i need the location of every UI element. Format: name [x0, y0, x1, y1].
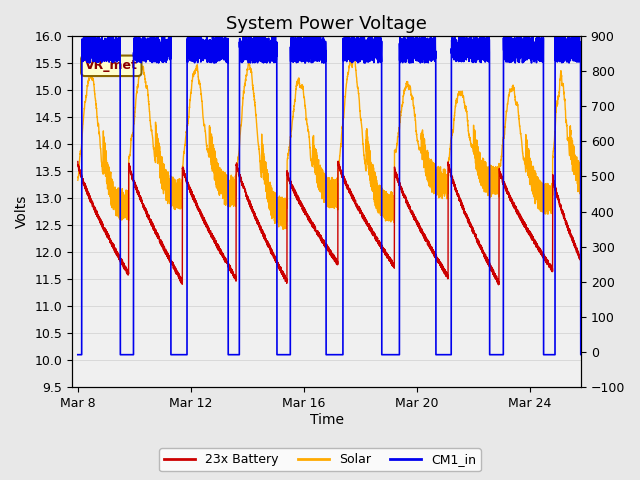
CM1_in: [492, 352, 500, 358]
Solar: [350, 52, 358, 58]
Solar: [582, 384, 590, 390]
23x Battery: [379, 247, 387, 253]
Y-axis label: Volts: Volts: [15, 195, 29, 228]
23x Battery: [268, 252, 276, 257]
Legend: 23x Battery, Solar, CM1_in: 23x Battery, Solar, CM1_in: [159, 448, 481, 471]
Text: VR_met: VR_met: [85, 60, 138, 72]
Solar: [492, 168, 500, 174]
23x Battery: [166, 260, 174, 265]
CM1_in: [74, 352, 82, 358]
Line: Solar: Solar: [78, 55, 586, 387]
X-axis label: Time: Time: [310, 413, 344, 427]
CM1_in: [379, 352, 387, 358]
Line: 23x Battery: 23x Battery: [78, 161, 586, 387]
CM1_in: [582, 384, 590, 390]
23x Battery: [582, 384, 590, 390]
CM1_in: [405, 38, 413, 44]
Solar: [166, 195, 174, 201]
23x Battery: [454, 191, 461, 197]
Solar: [454, 94, 461, 100]
23x Battery: [74, 159, 82, 165]
23x Battery: [405, 205, 413, 211]
CM1_in: [166, 56, 174, 62]
CM1_in: [366, 33, 374, 39]
CM1_in: [268, 54, 276, 60]
CM1_in: [454, 53, 461, 59]
Solar: [379, 207, 387, 213]
23x Battery: [492, 276, 500, 282]
23x Battery: [334, 158, 342, 164]
Line: CM1_in: CM1_in: [78, 36, 586, 387]
Title: System Power Voltage: System Power Voltage: [226, 15, 427, 33]
Solar: [405, 85, 413, 91]
Solar: [268, 200, 276, 205]
Solar: [74, 178, 82, 183]
